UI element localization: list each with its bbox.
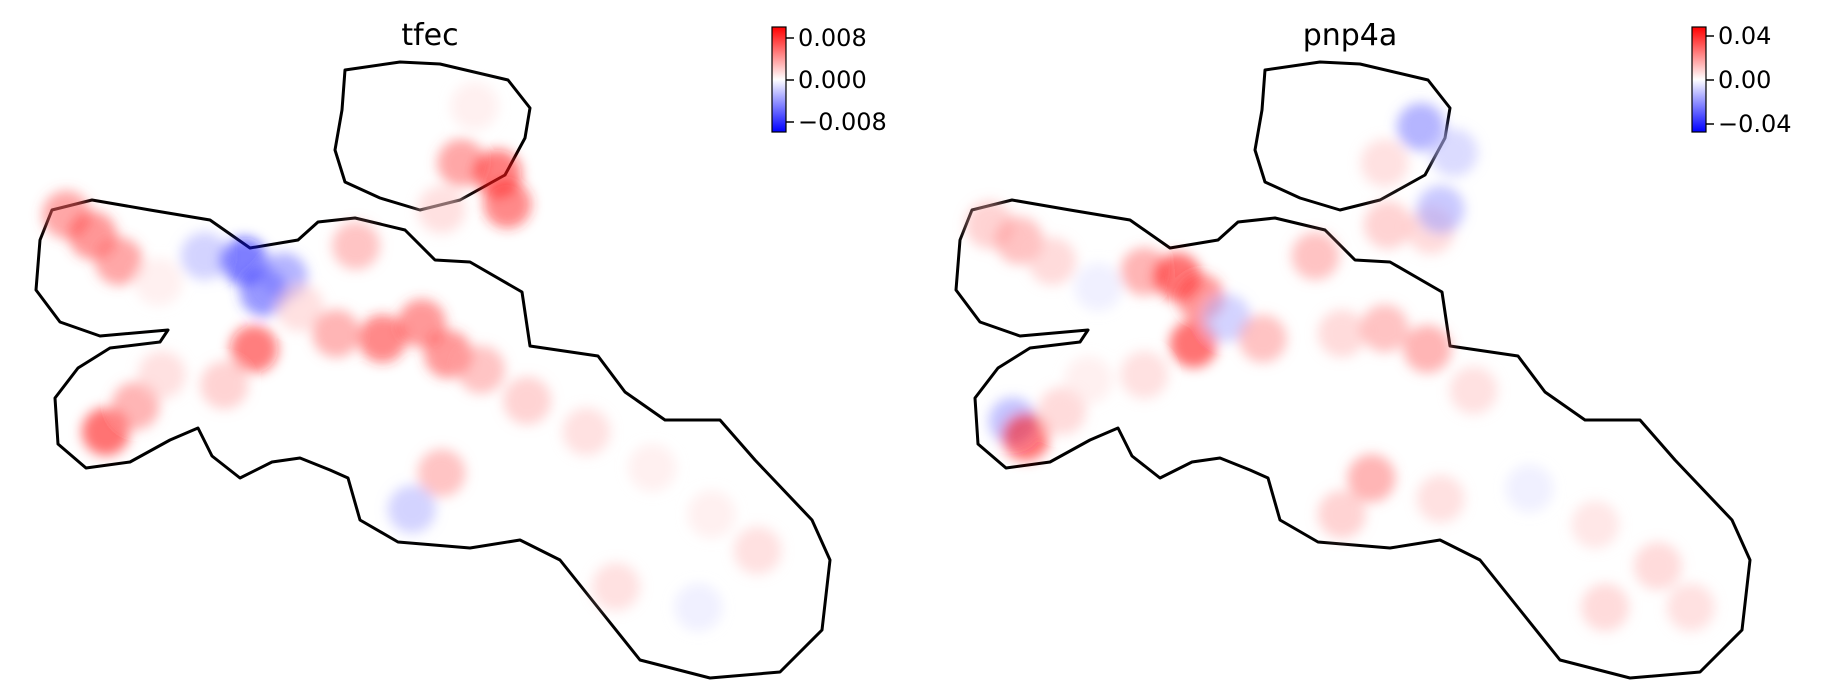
data-point <box>417 185 466 234</box>
data-point <box>1403 325 1452 373</box>
colorbar: 0.04 0.00 −0.04 <box>1691 22 1792 138</box>
data-point <box>1238 314 1287 363</box>
points-layer <box>965 102 1715 632</box>
panel-title: pnp4a <box>1303 18 1398 53</box>
colorbar-tick-label: 0.04 <box>1718 22 1771 50</box>
data-point <box>312 309 361 358</box>
data-point <box>387 485 436 534</box>
points-layer <box>42 82 782 632</box>
data-point <box>1291 232 1340 280</box>
data-point <box>1169 319 1218 368</box>
colorbar-tick-label: −0.04 <box>1718 110 1792 138</box>
data-point <box>1120 350 1169 399</box>
data-point <box>733 526 782 575</box>
colorbar-tick-label: −0.008 <box>798 108 887 136</box>
colorbar-tick-label: 0.008 <box>798 24 867 52</box>
data-point <box>1074 263 1123 311</box>
colorbar-gradient <box>771 26 787 133</box>
colorbar-gradient <box>1691 26 1707 133</box>
data-point <box>1317 490 1366 539</box>
data-point <box>562 407 611 456</box>
data-point <box>450 82 499 131</box>
data-point <box>503 376 552 425</box>
colorbar: 0.008 0.000 −0.008 <box>771 24 887 136</box>
data-point <box>1360 139 1409 187</box>
data-point <box>1571 500 1620 549</box>
panel-pnp4a: pnp4a 0.04 0.00 −0.04 <box>954 18 1792 680</box>
data-point <box>1581 583 1630 632</box>
data-point <box>1633 542 1682 590</box>
data-point <box>437 139 486 187</box>
data-point <box>200 361 249 410</box>
data-point <box>1416 474 1465 523</box>
data-point <box>1064 356 1113 404</box>
data-point <box>1396 102 1445 151</box>
data-point <box>1360 304 1409 353</box>
data-point <box>628 443 677 492</box>
data-point <box>417 449 466 497</box>
data-point <box>1028 237 1077 286</box>
data-point <box>483 180 532 229</box>
panel-title: tfec <box>401 18 458 53</box>
data-point <box>674 583 723 632</box>
data-point <box>134 257 183 306</box>
data-point <box>229 325 278 373</box>
data-point <box>1347 454 1396 503</box>
data-point <box>358 314 407 363</box>
data-point <box>1416 185 1465 234</box>
data-point <box>137 350 186 399</box>
data-point <box>687 490 736 539</box>
data-point <box>1505 464 1554 513</box>
colorbar-tick-label: 0.000 <box>798 66 867 94</box>
data-point <box>592 562 641 611</box>
data-point <box>180 232 229 280</box>
data-point <box>1202 294 1251 342</box>
data-point <box>1001 412 1050 461</box>
data-point <box>1449 366 1498 415</box>
data-point <box>1429 128 1478 177</box>
panel-tfec: tfec 0.008 0.000 −0.008 <box>34 18 887 680</box>
data-point <box>1317 309 1366 358</box>
data-point <box>1666 583 1715 632</box>
data-point <box>457 345 506 394</box>
data-point <box>95 237 143 286</box>
data-point <box>276 283 325 332</box>
data-point <box>1363 201 1412 249</box>
colorbar-tick-label: 0.00 <box>1718 66 1771 94</box>
data-point <box>332 221 380 270</box>
